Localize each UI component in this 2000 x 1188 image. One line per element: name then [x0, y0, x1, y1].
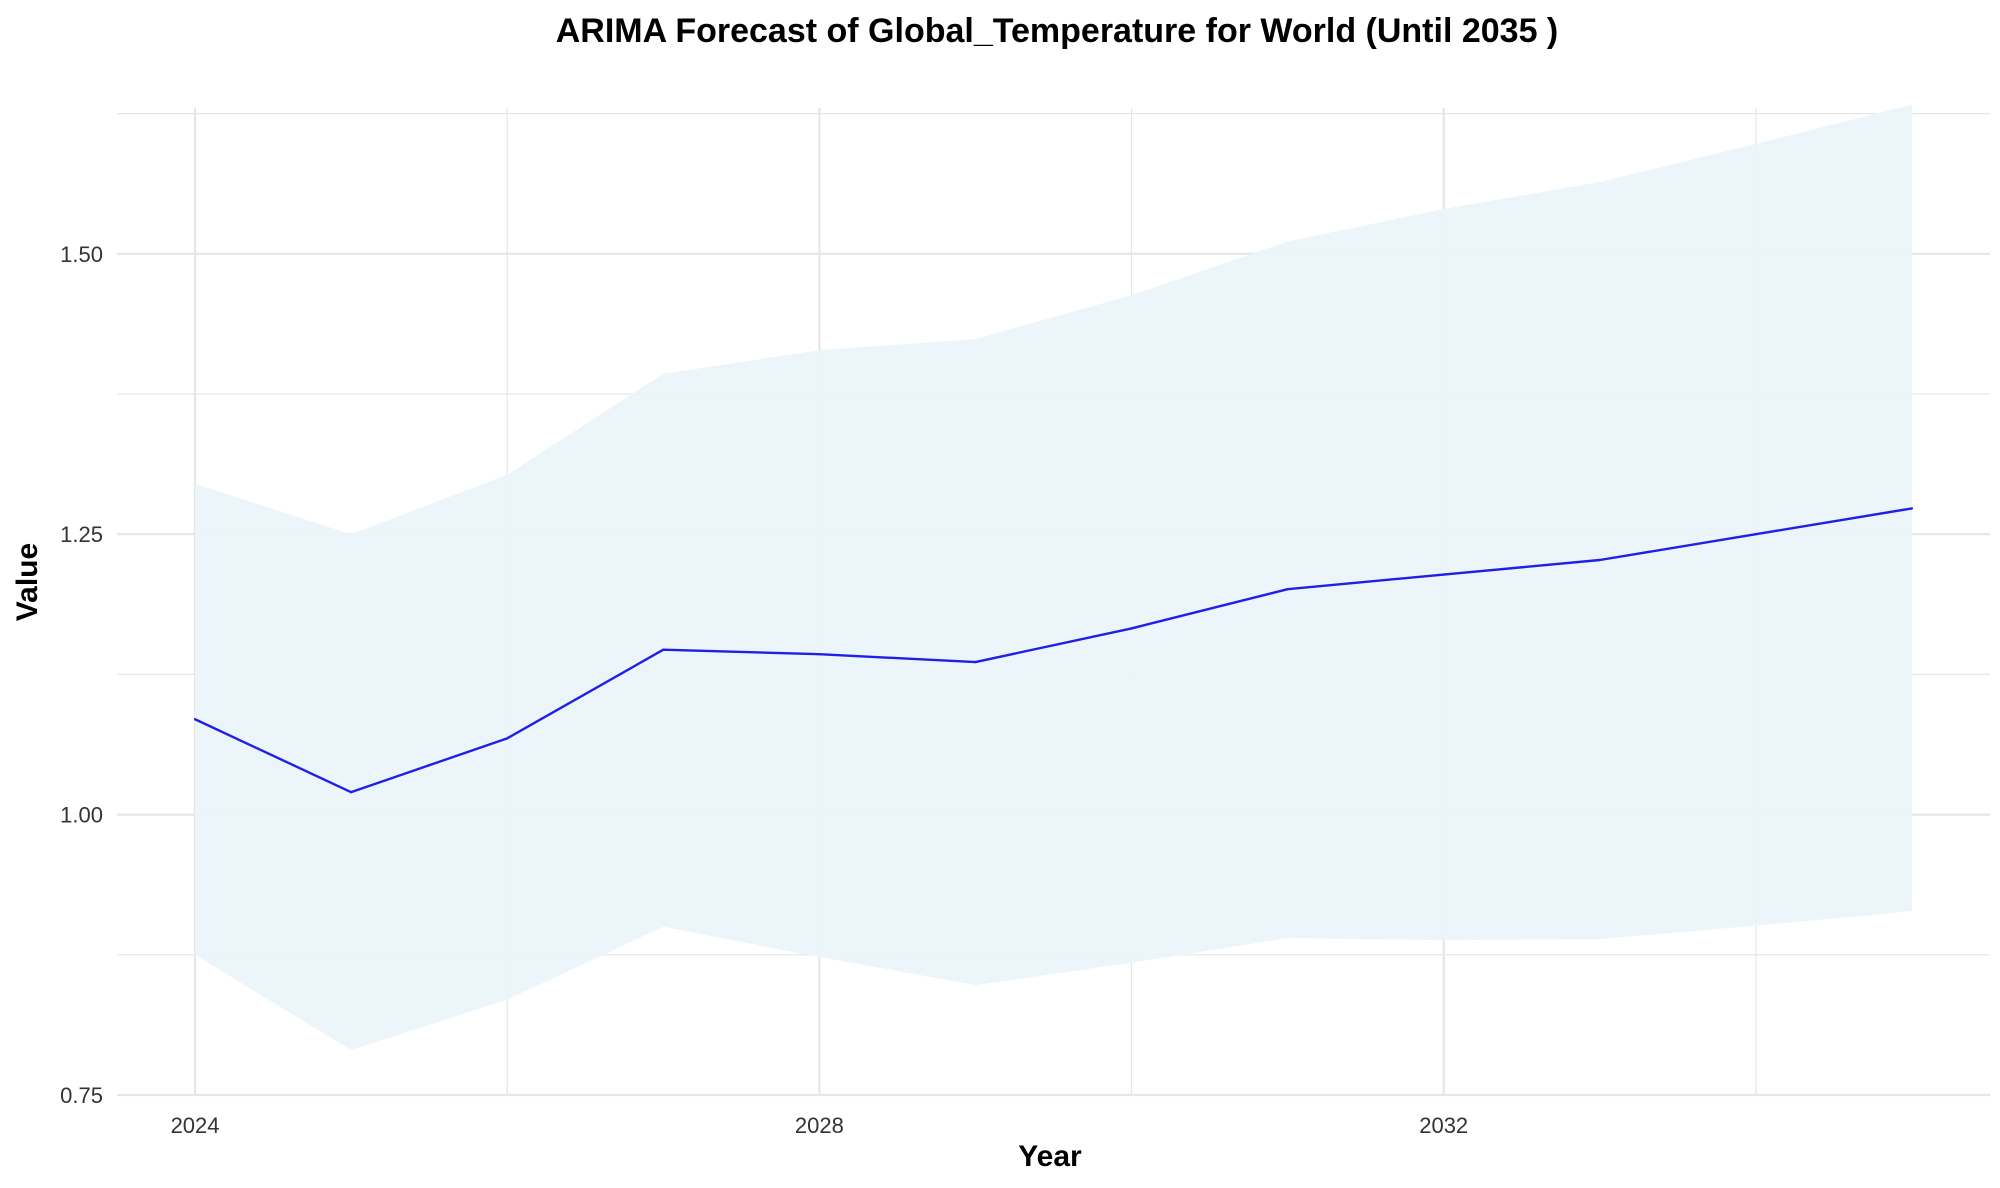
forecast-line: [194, 507, 1913, 794]
forecast-point: [1286, 587, 1289, 591]
forecast-point: [1910, 507, 1914, 510]
x-axis-title: Year: [1018, 1140, 1082, 1173]
y-tick-labels: 0.75 1.00 1.25 1.50: [60, 242, 103, 1108]
forecast-point: [1754, 533, 1758, 536]
forecast-point: [349, 790, 353, 794]
confidence-band: [195, 104, 1912, 1051]
forecast-point: [1598, 558, 1601, 562]
forecast-point: [506, 737, 509, 740]
forecast-line-layer: [193, 507, 1914, 794]
x-tick-labels: 2024 2028 2032: [171, 1113, 1469, 1138]
forecast-point: [662, 648, 665, 651]
forecast-point: [818, 653, 821, 656]
x-tick-label: 2032: [1419, 1113, 1468, 1138]
forecast-point: [974, 660, 977, 664]
y-axis-title: Value: [11, 543, 44, 621]
x-tick-label: 2028: [795, 1113, 844, 1138]
confidence-band-layer: [195, 104, 1912, 1051]
chart-title: ARIMA Forecast of Global_Temperature for…: [556, 12, 1559, 50]
forecast-point: [193, 718, 197, 721]
y-tick-label: 1.00: [60, 803, 103, 828]
y-tick-label: 1.25: [60, 522, 103, 547]
y-tick-label: 0.75: [60, 1083, 103, 1108]
x-tick-label: 2024: [171, 1113, 220, 1138]
y-tick-label: 1.50: [60, 242, 103, 267]
forecast-point: [1442, 573, 1445, 576]
forecast-point: [1130, 627, 1133, 630]
